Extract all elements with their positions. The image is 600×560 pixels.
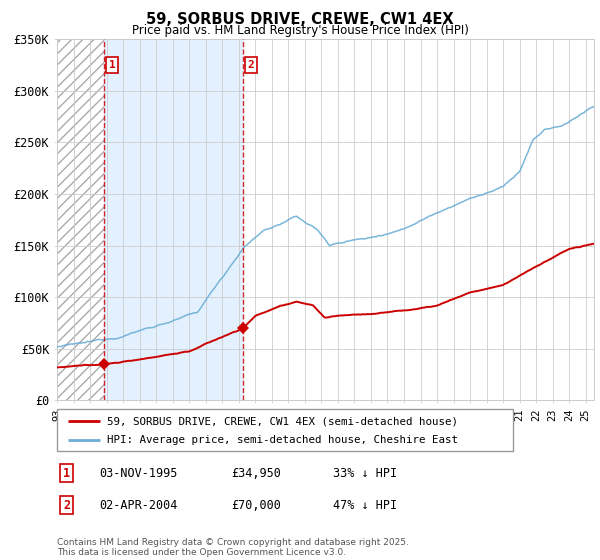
- Text: Contains HM Land Registry data © Crown copyright and database right 2025.
This d: Contains HM Land Registry data © Crown c…: [57, 538, 409, 557]
- Text: 59, SORBUS DRIVE, CREWE, CW1 4EX (semi-detached house): 59, SORBUS DRIVE, CREWE, CW1 4EX (semi-d…: [107, 417, 458, 426]
- Text: 1: 1: [63, 466, 70, 480]
- Text: Price paid vs. HM Land Registry's House Price Index (HPI): Price paid vs. HM Land Registry's House …: [131, 24, 469, 37]
- Text: HPI: Average price, semi-detached house, Cheshire East: HPI: Average price, semi-detached house,…: [107, 435, 458, 445]
- Text: 2: 2: [248, 60, 254, 70]
- Text: 2: 2: [63, 498, 70, 512]
- Bar: [104, 39, 243, 400]
- Text: 1: 1: [109, 60, 115, 70]
- Text: 47% ↓ HPI: 47% ↓ HPI: [333, 498, 397, 512]
- Bar: [57, 39, 104, 400]
- Text: 33% ↓ HPI: 33% ↓ HPI: [333, 466, 397, 480]
- FancyBboxPatch shape: [57, 409, 513, 451]
- Text: £70,000: £70,000: [231, 498, 281, 512]
- Text: £34,950: £34,950: [231, 466, 281, 480]
- Text: 03-NOV-1995: 03-NOV-1995: [99, 466, 178, 480]
- Text: 02-APR-2004: 02-APR-2004: [99, 498, 178, 512]
- Text: 59, SORBUS DRIVE, CREWE, CW1 4EX: 59, SORBUS DRIVE, CREWE, CW1 4EX: [146, 12, 454, 27]
- Bar: [243, 39, 600, 400]
